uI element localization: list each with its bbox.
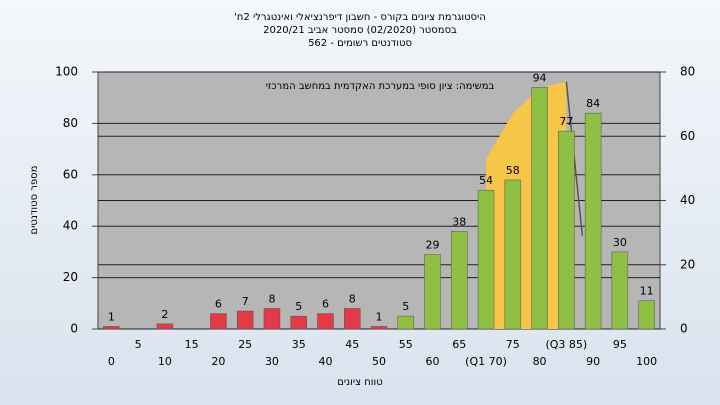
x-axis-label: טווח ציונים xyxy=(337,377,382,388)
data-label: 1 xyxy=(108,310,115,323)
data-label: 8 xyxy=(349,292,356,305)
data-label: 6 xyxy=(322,298,329,311)
bar xyxy=(451,231,468,330)
y2-tick-label: 0 xyxy=(680,322,688,336)
bar xyxy=(343,308,361,330)
bar xyxy=(103,326,120,330)
x-tick-label: 40 xyxy=(318,355,332,368)
bar xyxy=(317,313,334,330)
annotation: במשימה: ציון סופי במערכת האקדמית במחשב ה… xyxy=(266,81,495,92)
x-tick-label: 100 xyxy=(636,355,657,368)
data-label: 5 xyxy=(295,300,302,313)
x-tick-label: 95 xyxy=(613,338,627,351)
x-tick-label: (Q1 70) xyxy=(465,355,507,368)
data-label: 38 xyxy=(452,215,466,228)
bar xyxy=(611,251,629,330)
title-line: בסמסטר (02/2020) סמסטר אביב 2020/21 xyxy=(263,25,457,36)
bar xyxy=(290,315,307,330)
y-tick-label: 40 xyxy=(63,219,78,233)
data-label: 1 xyxy=(376,310,383,323)
bar xyxy=(210,313,227,330)
y2-tick-label: 60 xyxy=(680,129,695,143)
y-axis-label: מספר סטודנטים xyxy=(29,166,40,235)
x-tick-label: 35 xyxy=(292,338,306,351)
bar xyxy=(531,87,548,330)
y2-tick-label: 40 xyxy=(680,193,695,207)
x-tick-label: 5 xyxy=(135,338,142,351)
x-tick-label: 50 xyxy=(372,355,386,368)
y-tick-label: 80 xyxy=(63,116,78,130)
data-label: 94 xyxy=(533,71,547,84)
bar xyxy=(558,130,575,330)
x-tick-label: 20 xyxy=(211,355,225,368)
title-line: סטודנטים רשומים - 562 xyxy=(308,38,412,49)
x-tick-label: 15 xyxy=(185,338,199,351)
bar xyxy=(477,189,495,330)
y2-tick-label: 80 xyxy=(680,65,695,79)
x-tick-label: 60 xyxy=(426,355,440,368)
x-tick-label: 25 xyxy=(238,338,252,351)
bar xyxy=(504,179,522,330)
x-tick-label: 90 xyxy=(586,355,600,368)
data-label: 2 xyxy=(161,308,168,321)
bar xyxy=(397,315,415,330)
data-label: 30 xyxy=(613,236,627,249)
bar xyxy=(156,323,174,330)
x-tick-label: 0 xyxy=(108,355,115,368)
data-label: 8 xyxy=(268,292,275,305)
data-label: 7 xyxy=(242,295,249,308)
y-tick-label: 100 xyxy=(55,65,78,79)
x-tick-label: 65 xyxy=(452,338,466,351)
data-label: 58 xyxy=(506,164,520,177)
bar xyxy=(584,112,602,330)
data-label: 29 xyxy=(426,238,440,251)
data-label: 11 xyxy=(640,285,654,298)
bar xyxy=(263,308,281,330)
x-tick-label: 30 xyxy=(265,355,279,368)
data-label: 77 xyxy=(559,115,573,128)
y-tick-label: 60 xyxy=(63,167,78,181)
bar xyxy=(638,300,655,330)
x-tick-label: 10 xyxy=(158,355,172,368)
x-tick-label: (Q3 85) xyxy=(545,338,587,351)
y-tick-label: 0 xyxy=(70,322,78,336)
y2-tick-label: 20 xyxy=(680,257,695,271)
data-label: 6 xyxy=(215,298,222,311)
x-tick-label: 55 xyxy=(399,338,413,351)
y-tick-label: 20 xyxy=(63,270,78,284)
bar xyxy=(424,254,441,330)
bar xyxy=(236,310,254,330)
x-tick-label: 80 xyxy=(533,355,547,368)
data-label: 5 xyxy=(402,300,409,313)
data-label: 84 xyxy=(586,97,600,110)
x-tick-label: 45 xyxy=(345,338,359,351)
bar xyxy=(370,326,388,330)
x-tick-label: 75 xyxy=(506,338,520,351)
title-line: 'היסטוגרמת ציונים בקורס - חשבון דיפרנציא… xyxy=(234,12,486,23)
data-label: 54 xyxy=(479,174,493,187)
